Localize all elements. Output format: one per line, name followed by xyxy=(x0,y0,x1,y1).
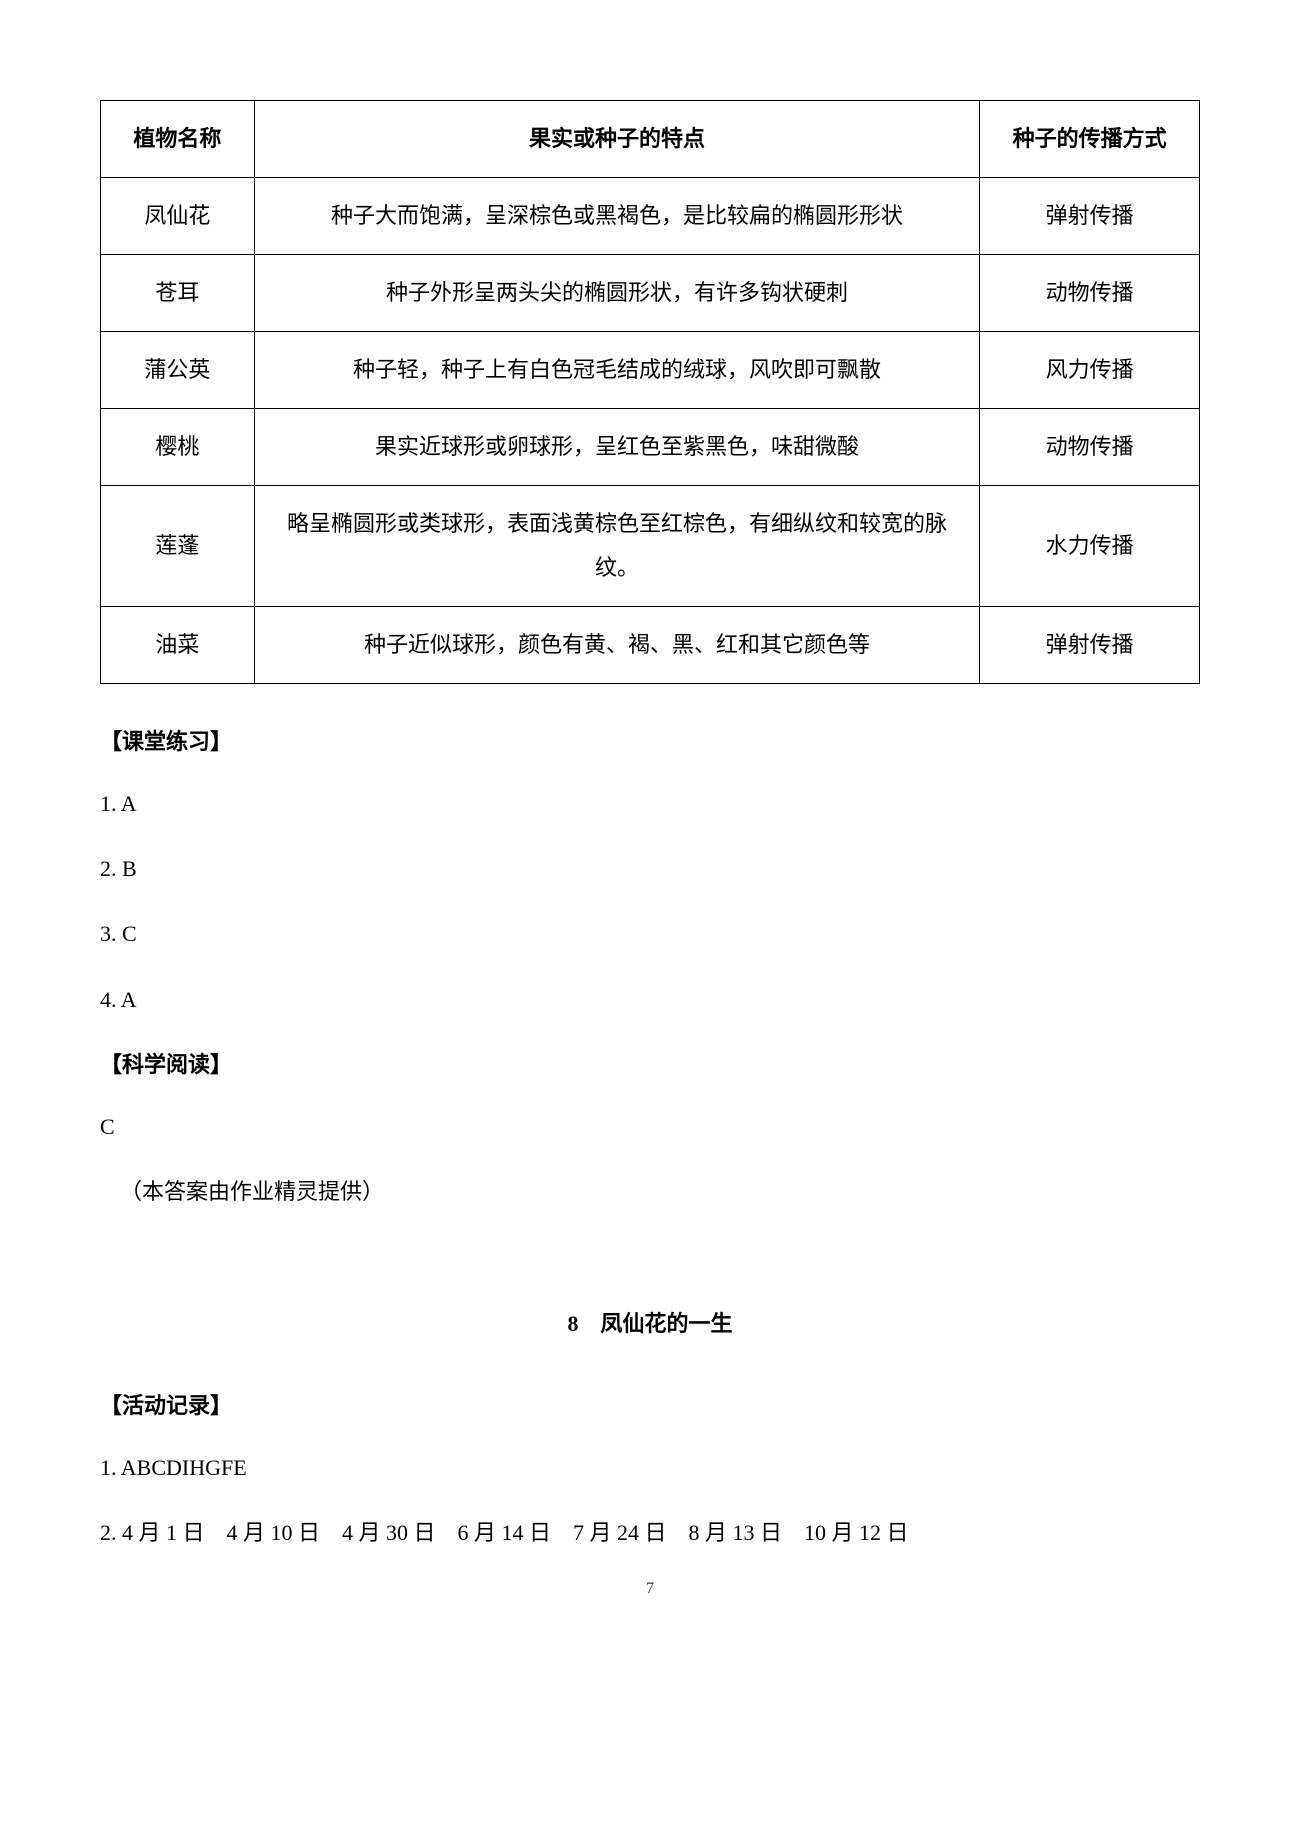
header-method: 种子的传播方式 xyxy=(980,101,1200,178)
cell-plant-name: 樱桃 xyxy=(101,409,255,486)
cell-method: 动物传播 xyxy=(980,255,1200,332)
header-feature: 果实或种子的特点 xyxy=(254,101,979,178)
cell-plant-name: 蒲公英 xyxy=(101,332,255,409)
cell-feature: 种子近似球形，颜色有黄、褐、黑、红和其它颜色等 xyxy=(254,607,979,684)
cell-feature: 果实近球形或卵球形，呈红色至紫黑色，味甜微酸 xyxy=(254,409,979,486)
cell-feature: 略呈椭圆形或类球形，表面浅黄棕色至红棕色，有细纵纹和较宽的脉纹。 xyxy=(254,486,979,607)
cell-plant-name: 凤仙花 xyxy=(101,178,255,255)
cell-feature: 种子轻，种子上有白色冠毛结成的绒球，风吹即可飘散 xyxy=(254,332,979,409)
classroom-exercise-heading: 【课堂练习】 xyxy=(100,724,1200,756)
cell-method: 弹射传播 xyxy=(980,607,1200,684)
cell-plant-name: 苍耳 xyxy=(101,255,255,332)
table-header-row: 植物名称 果实或种子的特点 种子的传播方式 xyxy=(101,101,1200,178)
table-row: 莲蓬 略呈椭圆形或类球形，表面浅黄棕色至红棕色，有细纵纹和较宽的脉纹。 水力传播 xyxy=(101,486,1200,607)
classroom-answer-2: 2. B xyxy=(100,851,1200,886)
science-reading-answer: C xyxy=(100,1109,1200,1144)
table-row: 蒲公英 种子轻，种子上有白色冠毛结成的绒球，风吹即可飘散 风力传播 xyxy=(101,332,1200,409)
science-reading-heading: 【科学阅读】 xyxy=(100,1047,1200,1079)
table-row: 苍耳 种子外形呈两头尖的椭圆形状，有许多钩状硬刺 动物传播 xyxy=(101,255,1200,332)
cell-method: 风力传播 xyxy=(980,332,1200,409)
header-plant-name: 植物名称 xyxy=(101,101,255,178)
classroom-answer-3: 3. C xyxy=(100,916,1200,951)
cell-method: 弹射传播 xyxy=(980,178,1200,255)
cell-method: 水力传播 xyxy=(980,486,1200,607)
table-row: 凤仙花 种子大而饱满，呈深棕色或黑褐色，是比较扁的椭圆形形状 弹射传播 xyxy=(101,178,1200,255)
chapter-title: 8 凤仙花的一生 xyxy=(100,1306,1200,1338)
cell-plant-name: 油菜 xyxy=(101,607,255,684)
cell-feature: 种子大而饱满，呈深棕色或黑褐色，是比较扁的椭圆形形状 xyxy=(254,178,979,255)
activity-record-heading: 【活动记录】 xyxy=(100,1388,1200,1420)
classroom-answer-1: 1. A xyxy=(100,786,1200,821)
cell-method: 动物传播 xyxy=(980,409,1200,486)
table-row: 樱桃 果实近球形或卵球形，呈红色至紫黑色，味甜微酸 动物传播 xyxy=(101,409,1200,486)
provider-note: （本答案由作业精灵提供） xyxy=(120,1174,1200,1206)
table-row: 油菜 种子近似球形，颜色有黄、褐、黑、红和其它颜色等 弹射传播 xyxy=(101,607,1200,684)
page-number: 7 xyxy=(100,1580,1200,1598)
cell-feature: 种子外形呈两头尖的椭圆形状，有许多钩状硬刺 xyxy=(254,255,979,332)
plant-seed-table: 植物名称 果实或种子的特点 种子的传播方式 凤仙花 种子大而饱满，呈深棕色或黑褐… xyxy=(100,100,1200,684)
activity-answer-2: 2. 4 月 1 日 4 月 10 日 4 月 30 日 6 月 14 日 7 … xyxy=(100,1515,1200,1550)
cell-plant-name: 莲蓬 xyxy=(101,486,255,607)
classroom-answer-4: 4. A xyxy=(100,982,1200,1017)
activity-answer-1: 1. ABCDIHGFE xyxy=(100,1450,1200,1485)
